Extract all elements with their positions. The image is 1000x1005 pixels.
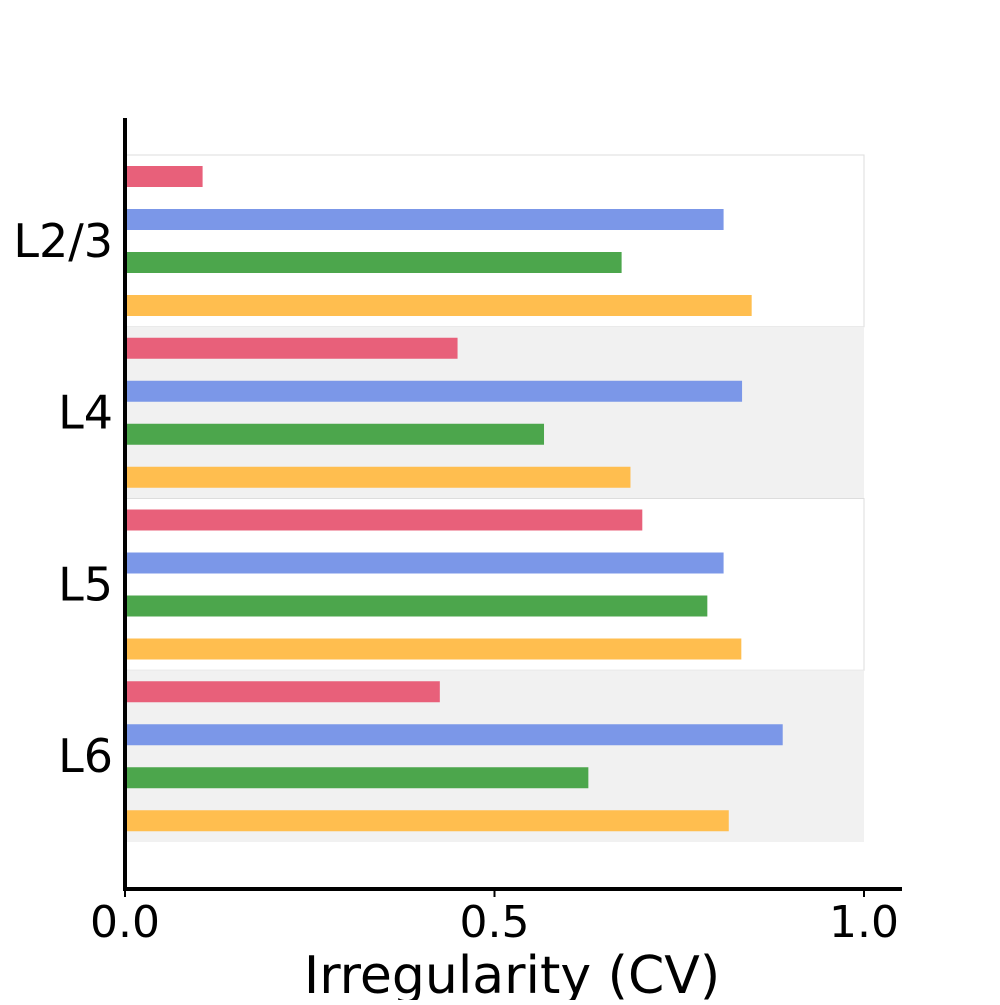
bar — [125, 209, 724, 230]
bar — [125, 337, 458, 359]
bars — [125, 166, 783, 832]
bar — [125, 767, 589, 789]
bar — [125, 681, 440, 703]
bar — [125, 252, 622, 273]
bar — [125, 166, 203, 187]
bar — [125, 380, 743, 402]
bar — [125, 810, 729, 832]
category-label: L4 — [58, 386, 113, 440]
bar — [125, 552, 724, 574]
category-label: L5 — [58, 557, 113, 611]
x-ticks: 0.0 0.5 1.0 — [90, 889, 899, 948]
x-axis-title: Irregularity (CV) — [304, 946, 720, 1000]
bar — [125, 638, 742, 660]
category-label: L2/3 — [13, 214, 113, 268]
x-tick-label: 0.5 — [460, 897, 530, 948]
bar — [125, 295, 752, 316]
bar — [125, 509, 643, 531]
category-labels: L2/3 L4 L5 L6 — [13, 214, 113, 783]
x-tick-label: 1.0 — [829, 897, 899, 948]
x-tick-label: 0.0 — [90, 897, 160, 948]
category-label: L6 — [58, 729, 113, 783]
bar — [125, 466, 631, 488]
axes — [123, 118, 902, 891]
bar — [125, 423, 545, 445]
bar — [125, 595, 708, 617]
bar — [125, 724, 783, 746]
